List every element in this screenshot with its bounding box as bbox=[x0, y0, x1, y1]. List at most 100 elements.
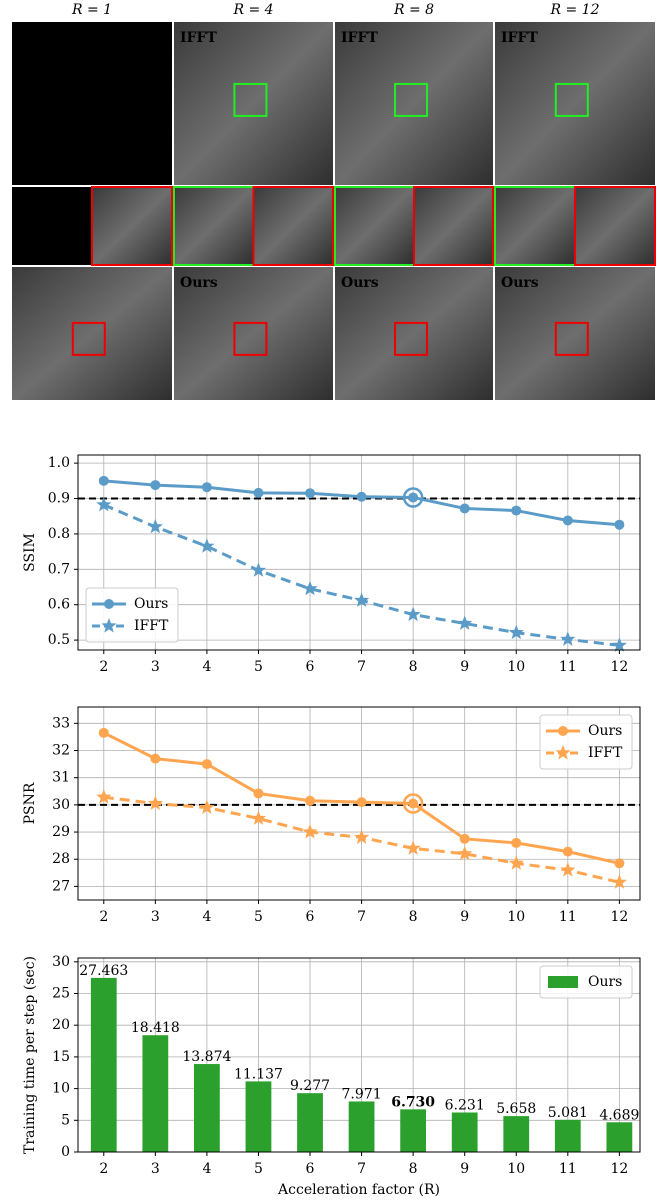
column-label: R = 12 bbox=[550, 2, 600, 18]
x-tick-label: 9 bbox=[460, 1161, 469, 1177]
data-point bbox=[305, 796, 315, 806]
x-tick-label: 6 bbox=[306, 659, 315, 675]
x-tick-label: 11 bbox=[559, 659, 577, 675]
x-tick-label: 2 bbox=[99, 659, 108, 675]
crop-image bbox=[495, 187, 575, 265]
data-point bbox=[563, 847, 573, 857]
data-point bbox=[99, 728, 109, 738]
x-axis-label: Acceleration factor (R) bbox=[277, 1182, 440, 1198]
data-point bbox=[150, 480, 160, 490]
legend-label: IFFT bbox=[134, 618, 169, 634]
legend-label: Ours bbox=[588, 974, 622, 990]
bar bbox=[349, 1101, 375, 1152]
y-tick-label: 0.8 bbox=[48, 526, 70, 542]
x-tick-label: 8 bbox=[409, 659, 418, 675]
y-axis-label: SSIM bbox=[22, 533, 38, 572]
page: R = 1 R = 4 IFFT Ours R = 8 IFFT Ours R = 12 IFF… bbox=[0, 0, 672, 1203]
bar bbox=[606, 1122, 632, 1152]
x-tick-label: 12 bbox=[610, 909, 628, 925]
data-point bbox=[614, 858, 624, 868]
legend-marker bbox=[104, 599, 114, 609]
x-tick-label: 11 bbox=[559, 909, 577, 925]
x-tick-label: 2 bbox=[99, 1161, 108, 1177]
crop-image bbox=[174, 187, 254, 265]
y-tick-label: 33 bbox=[52, 715, 70, 731]
y-tick-label: 0.5 bbox=[48, 632, 70, 648]
legend-marker bbox=[558, 726, 568, 736]
column-label: R = 8 bbox=[393, 2, 434, 18]
x-tick-label: 12 bbox=[610, 1161, 628, 1177]
legend-label: IFFT bbox=[588, 745, 623, 761]
overlay-label: IFFT bbox=[501, 30, 538, 46]
y-axis-label: PSNR bbox=[22, 782, 38, 824]
y-tick-label: 10 bbox=[52, 1081, 70, 1097]
x-tick-label: 6 bbox=[306, 909, 315, 925]
value-label: 6.730 bbox=[391, 1094, 435, 1110]
overlay-label: Ours bbox=[501, 275, 539, 291]
x-tick-label: 5 bbox=[254, 659, 263, 675]
column-label: R = 1 bbox=[71, 2, 112, 18]
x-tick-label: 9 bbox=[460, 909, 469, 925]
y-tick-label: 25 bbox=[52, 986, 70, 1002]
x-tick-label: 8 bbox=[409, 1161, 418, 1177]
x-tick-label: 4 bbox=[202, 1161, 211, 1177]
x-tick-label: 12 bbox=[610, 659, 628, 675]
bar bbox=[400, 1109, 426, 1152]
x-tick-label: 3 bbox=[151, 659, 160, 675]
data-point bbox=[357, 797, 367, 807]
y-tick-label: 15 bbox=[52, 1049, 70, 1065]
data-point bbox=[408, 799, 418, 809]
bar bbox=[297, 1093, 323, 1152]
crop-image bbox=[254, 187, 334, 265]
x-tick-label: 4 bbox=[202, 659, 211, 675]
y-tick-label: 27 bbox=[52, 878, 70, 894]
x-tick-label: 6 bbox=[306, 1161, 315, 1177]
x-tick-label: 10 bbox=[507, 1161, 525, 1177]
x-tick-label: 7 bbox=[357, 909, 366, 925]
y-tick-label: 1.0 bbox=[48, 455, 70, 471]
data-point bbox=[408, 492, 418, 502]
x-tick-label: 8 bbox=[409, 909, 418, 925]
column-label: R = 4 bbox=[232, 2, 273, 18]
crop-image bbox=[335, 187, 414, 265]
y-tick-label: 0.9 bbox=[48, 491, 70, 507]
data-point bbox=[460, 834, 470, 844]
value-label: 18.418 bbox=[131, 1020, 180, 1036]
x-tick-label: 9 bbox=[460, 659, 469, 675]
mri-image bbox=[174, 22, 333, 185]
y-tick-label: 5 bbox=[61, 1112, 70, 1128]
y-tick-label: 32 bbox=[52, 742, 70, 758]
x-tick-label: 10 bbox=[507, 909, 525, 925]
data-point bbox=[563, 515, 573, 525]
data-point bbox=[614, 520, 624, 530]
x-tick-label: 2 bbox=[99, 909, 108, 925]
data-point bbox=[202, 759, 212, 769]
y-tick-label: 30 bbox=[52, 954, 70, 970]
data-point bbox=[99, 476, 109, 486]
value-label: 5.081 bbox=[548, 1105, 588, 1121]
data-point bbox=[357, 492, 367, 502]
y-tick-label: 0.7 bbox=[48, 561, 70, 577]
mri-image bbox=[495, 22, 655, 185]
data-point bbox=[305, 488, 315, 498]
y-tick-label: 20 bbox=[52, 1017, 70, 1033]
bar bbox=[91, 978, 117, 1152]
value-label: 5.658 bbox=[496, 1101, 536, 1117]
data-point bbox=[202, 482, 212, 492]
y-tick-label: 0 bbox=[61, 1144, 70, 1160]
data-point bbox=[460, 503, 470, 513]
overlay-label: Ours bbox=[180, 275, 218, 291]
value-label: 4.689 bbox=[599, 1107, 639, 1123]
data-point bbox=[150, 754, 160, 764]
overlay-label: IFFT bbox=[341, 30, 378, 46]
value-label: 13.874 bbox=[182, 1049, 231, 1065]
crop-image bbox=[414, 187, 493, 265]
crop-image bbox=[92, 187, 172, 265]
y-tick-label: 0.6 bbox=[48, 597, 70, 613]
overlay-label: IFFT bbox=[180, 30, 217, 46]
x-tick-label: 7 bbox=[357, 1161, 366, 1177]
bar bbox=[194, 1064, 220, 1152]
data-point bbox=[511, 506, 521, 516]
mri-image bbox=[12, 267, 172, 400]
value-label: 6.231 bbox=[445, 1097, 485, 1113]
